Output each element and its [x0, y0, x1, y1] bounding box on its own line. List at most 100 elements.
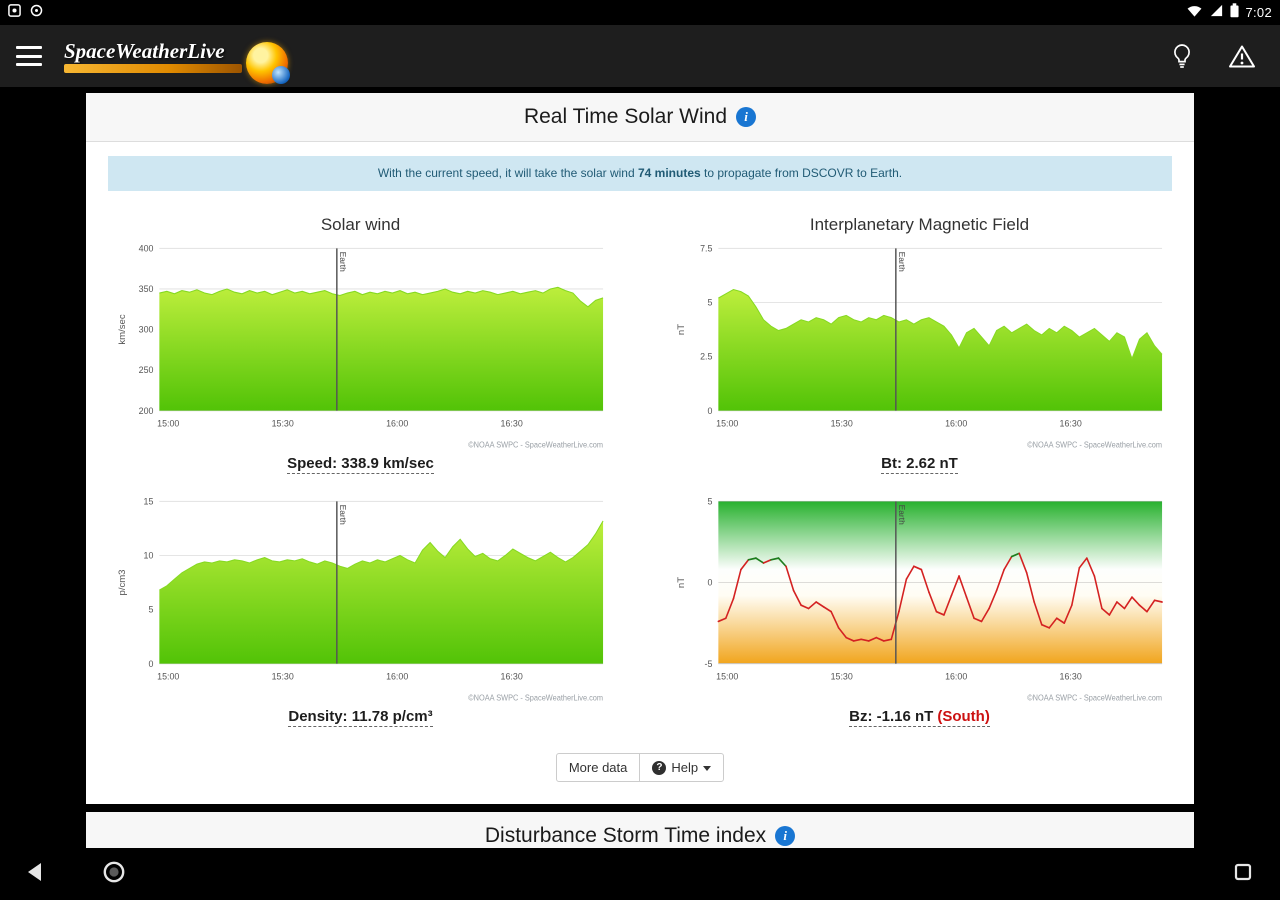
app-logo-text: SpaceWeatherLive: [64, 38, 225, 63]
svg-text:15: 15: [144, 496, 154, 506]
info-icon[interactable]: i: [775, 826, 796, 846]
bz-readout[interactable]: Bz: -1.16 nT (South): [849, 708, 990, 727]
signal-icon: [1209, 3, 1224, 23]
svg-text:nT: nT: [676, 577, 686, 589]
svg-text:15:30: 15:30: [831, 418, 853, 428]
back-icon: [28, 862, 41, 881]
svg-text:15:00: 15:00: [157, 671, 179, 681]
svg-text:16:00: 16:00: [945, 418, 967, 428]
help-icon: ?: [652, 760, 667, 775]
svg-text:km/sec: km/sec: [117, 314, 127, 345]
svg-text:Earth: Earth: [338, 505, 347, 526]
svg-text:250: 250: [139, 365, 154, 375]
chart-svg: 7.5 5 2.5 015:00 15:30 16:00 16:30 Earth ©NOAA S…: [676, 243, 1163, 450]
svg-text:15:00: 15:00: [716, 418, 738, 428]
svg-text:©NOAA SWPC - SpaceWeatherLive.: ©NOAA SWPC - SpaceWeatherLive.com: [468, 440, 603, 449]
svg-text:0: 0: [708, 405, 713, 415]
tips-button[interactable]: [1170, 43, 1194, 69]
svg-text:5: 5: [149, 604, 154, 614]
bz-chart[interactable]: 5 0 -5 15:00 15:30 16:00 16:30 Earth ©NOAA SWPC …: [673, 494, 1166, 706]
warning-triangle-icon: [1229, 45, 1255, 67]
svg-text:15:00: 15:00: [157, 418, 179, 428]
svg-text:200: 200: [139, 405, 154, 415]
svg-text:16:30: 16:30: [501, 671, 523, 681]
home-button[interactable]: [102, 860, 126, 889]
notification-icon: [30, 4, 43, 22]
page-title: Real Time Solar Wind: [523, 105, 728, 128]
bz-panel: 5 0 -5 15:00 15:30 16:00 16:30 Earth ©NOAA SWPC …: [673, 494, 1166, 737]
density-panel: 15 10 5 0 15:00 15:30 16:00 16:30 Earth ©NOAA SWP…: [114, 494, 607, 737]
home-icon: [103, 861, 125, 882]
imf-bt-panel: Interplanetary Magnetic Field 7.5 5 2.5 0 15…: [673, 211, 1166, 484]
banner-minutes: 74 minutes: [637, 166, 701, 180]
menu-button[interactable]: [16, 46, 42, 66]
svg-text:10: 10: [144, 550, 154, 560]
chart-title: Interplanetary Magnetic Field: [809, 215, 1030, 234]
help-button[interactable]: ? Help: [639, 753, 725, 782]
chart-svg: 15 10 5 015:00 15:30 16:00 16:30 Earth ©NOAA SWP…: [117, 496, 604, 703]
sun-globe-icon: [246, 41, 290, 84]
info-icon[interactable]: i: [736, 107, 757, 127]
svg-text:16:30: 16:30: [1060, 671, 1082, 681]
svg-text:15:30: 15:30: [831, 671, 853, 681]
alerts-button[interactable]: [1228, 44, 1256, 69]
svg-text:5: 5: [708, 297, 713, 307]
svg-text:5: 5: [708, 496, 713, 506]
svg-text:nT: nT: [676, 324, 686, 336]
solar-wind-card: Real Time Solar Wind i With the current …: [86, 93, 1194, 804]
banner-text: to propagate from DSCOVR to Earth.: [704, 166, 903, 180]
caret-down-icon: [703, 765, 712, 775]
svg-text:-5: -5: [705, 658, 713, 668]
density-chart[interactable]: 15 10 5 0 15:00 15:30 16:00 16:30 Earth ©NOAA SWP…: [114, 494, 607, 706]
battery-icon: [1230, 2, 1240, 23]
clock-time: 7:02: [1245, 5, 1272, 20]
svg-text:16:00: 16:00: [386, 418, 408, 428]
solar-wind-card-header: Real Time Solar Wind i: [86, 93, 1194, 142]
chart-title: Solar wind: [320, 215, 401, 234]
svg-text:2.5: 2.5: [700, 351, 712, 361]
south-indicator: (South): [937, 708, 990, 725]
recents-icon: [1234, 863, 1252, 880]
svg-text:©NOAA SWPC - SpaceWeatherLive.: ©NOAA SWPC - SpaceWeatherLive.com: [1027, 693, 1162, 702]
svg-text:15:00: 15:00: [716, 671, 738, 681]
recents-button[interactable]: [1234, 863, 1252, 886]
density-readout[interactable]: Density: 11.78 p/cm³: [288, 708, 433, 727]
svg-text:©NOAA SWPC - SpaceWeatherLive.: ©NOAA SWPC - SpaceWeatherLive.com: [1027, 440, 1162, 449]
dst-title: Disturbance Storm Time index: [484, 824, 767, 847]
svg-text:©NOAA SWPC - SpaceWeatherLive.: ©NOAA SWPC - SpaceWeatherLive.com: [468, 693, 603, 702]
more-data-button[interactable]: More data: [555, 753, 641, 782]
imf-bt-chart[interactable]: 7.5 5 2.5 0 15:00 15:30 16:00 16:30 Earth ©NOAA S…: [673, 241, 1166, 453]
wifi-icon: [1186, 3, 1203, 23]
svg-text:16:30: 16:30: [501, 418, 523, 428]
charts-grid: Solar wind 400 350 300 250 200 15:00 15:30 16:0…: [106, 211, 1174, 737]
svg-text:400: 400: [139, 243, 154, 253]
back-button[interactable]: [24, 861, 44, 888]
svg-text:15:30: 15:30: [272, 418, 294, 428]
chart-svg: 5 0 -515:00 15:30 16:00 16:30 Earth ©NOAA SWPC …: [676, 496, 1163, 703]
speed-readout[interactable]: Speed: 338.9 km/sec: [287, 455, 434, 474]
app-logo[interactable]: SpaceWeatherLive: [64, 38, 290, 84]
svg-text:16:00: 16:00: [386, 671, 408, 681]
svg-text:7.5: 7.5: [700, 243, 712, 253]
svg-text:0: 0: [708, 577, 713, 587]
svg-text:15:30: 15:30: [272, 671, 294, 681]
svg-text:16:00: 16:00: [945, 671, 967, 681]
app-bar: SpaceWeatherLive: [0, 25, 1280, 87]
solar-wind-speed-chart[interactable]: 400 350 300 250 200 15:00 15:30 16:00 16:30 Earth…: [114, 241, 607, 453]
notification-icon: [8, 3, 21, 22]
chart-actions: More data ? Help: [106, 753, 1174, 782]
android-nav-bar: [0, 848, 1280, 900]
banner-text: With the current speed, it will take the…: [377, 166, 635, 180]
svg-text:16:30: 16:30: [1060, 418, 1082, 428]
solar-wind-speed-panel: Solar wind 400 350 300 250 200 15:00 15:30 16:0…: [114, 211, 607, 484]
lightbulb-icon: [1174, 44, 1190, 68]
svg-text:350: 350: [139, 284, 154, 294]
svg-text:Earth: Earth: [897, 252, 906, 273]
status-bar: 7:02: [0, 0, 1280, 25]
propagation-banner: With the current speed, it will take the…: [108, 156, 1172, 191]
bt-readout[interactable]: Bt: 2.62 nT: [881, 455, 958, 474]
svg-text:Earth: Earth: [897, 505, 906, 526]
svg-text:p/cm3: p/cm3: [117, 570, 127, 596]
svg-text:0: 0: [149, 658, 154, 668]
